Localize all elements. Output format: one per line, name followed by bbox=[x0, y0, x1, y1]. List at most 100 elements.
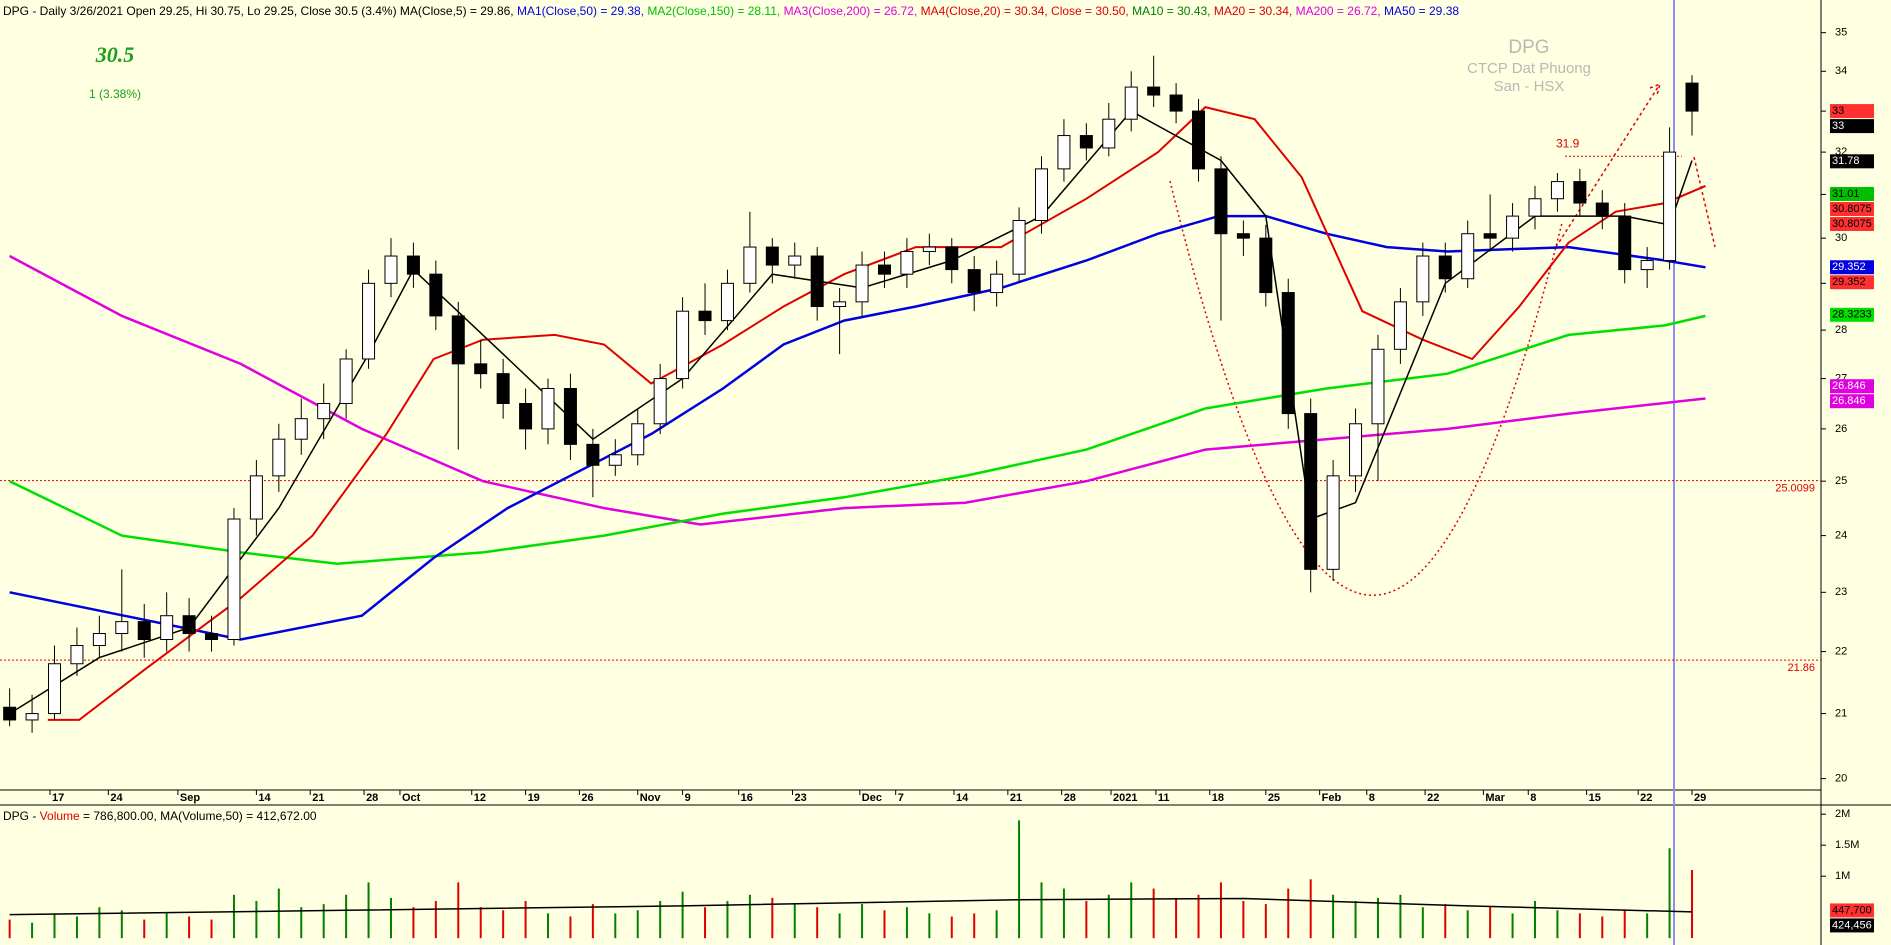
candle-body bbox=[1685, 82, 1699, 112]
candle-body bbox=[115, 621, 129, 635]
pattern-curve bbox=[1169, 180, 1563, 597]
candle-body bbox=[92, 633, 106, 647]
candle-body bbox=[1663, 151, 1677, 262]
x-tick-label: 15 bbox=[1589, 792, 1601, 804]
candle-body bbox=[631, 423, 645, 456]
candle-body bbox=[653, 378, 667, 425]
candle-body bbox=[1618, 215, 1632, 271]
candle-body bbox=[1506, 215, 1520, 239]
axis-badge bbox=[1830, 119, 1874, 134]
x-tick-label: Mar bbox=[1485, 792, 1505, 804]
candle-body bbox=[1371, 348, 1385, 425]
candle-body bbox=[1461, 233, 1475, 280]
axis-badge-label: 447,700 bbox=[1832, 904, 1872, 916]
y-tick-label: 30 bbox=[1835, 232, 1847, 244]
y-tick-label: 23 bbox=[1835, 586, 1847, 598]
candle-body bbox=[294, 418, 308, 440]
candle-body bbox=[1640, 260, 1654, 271]
axis-badge bbox=[1830, 154, 1874, 169]
axis-badge bbox=[1830, 104, 1874, 119]
candle-body bbox=[788, 255, 802, 266]
x-tick-label: 21 bbox=[1010, 792, 1022, 804]
candle-body bbox=[272, 438, 286, 477]
axis-badge bbox=[1830, 379, 1874, 394]
candle-body bbox=[1416, 255, 1430, 303]
x-tick-label: 16 bbox=[741, 792, 753, 804]
ma-line bbox=[9, 214, 1706, 641]
y-tick-label: 35 bbox=[1835, 27, 1847, 39]
ma-line bbox=[9, 254, 1706, 526]
x-tick-label: 11 bbox=[1158, 792, 1170, 804]
x-tick-label: Nov bbox=[640, 792, 662, 804]
candle-body bbox=[1035, 168, 1049, 221]
header-segment: MA10 = 30.43, bbox=[1132, 4, 1214, 18]
x-tick-label: 7 bbox=[898, 792, 904, 804]
candle-body bbox=[451, 315, 465, 365]
axis-badge-label: 33 bbox=[1832, 105, 1844, 117]
x-tick-label: 24 bbox=[110, 792, 123, 804]
x-tick-label: 8 bbox=[1369, 792, 1375, 804]
x-tick-label: Sep bbox=[180, 792, 200, 804]
volume-ma-line bbox=[9, 897, 1693, 916]
candle-body bbox=[70, 645, 84, 665]
y-tick-label: 25 bbox=[1835, 475, 1847, 487]
candle-body bbox=[205, 633, 219, 641]
candle-body bbox=[1304, 413, 1318, 570]
x-tick-label: 19 bbox=[528, 792, 540, 804]
x-tick-label: 18 bbox=[1212, 792, 1224, 804]
candle-body bbox=[1573, 181, 1587, 204]
axis-badge bbox=[1830, 394, 1874, 409]
candle-body bbox=[1326, 475, 1340, 570]
candle-body bbox=[586, 443, 600, 466]
axis-badge-label: 30.8075 bbox=[1832, 203, 1872, 215]
x-tick-label: 17 bbox=[52, 792, 64, 804]
watermark: CTCP Dat Phuong bbox=[1467, 60, 1591, 77]
y-tick-label: 21 bbox=[1835, 707, 1847, 719]
candle-body bbox=[990, 273, 1004, 294]
axis-badge bbox=[1830, 903, 1874, 918]
axis-badge bbox=[1830, 187, 1874, 202]
axis-badge-label: 424,456 bbox=[1832, 919, 1872, 931]
candle-body bbox=[474, 363, 488, 375]
candle-body bbox=[855, 264, 869, 303]
x-tick-label: 14 bbox=[956, 792, 969, 804]
x-tick-label: 2021 bbox=[1113, 792, 1137, 804]
y-tick-label: 28 bbox=[1835, 324, 1847, 336]
candle-body bbox=[496, 373, 510, 405]
axis-badge bbox=[1830, 217, 1874, 232]
candle-body bbox=[1192, 110, 1206, 170]
axis-badge-label: 30.8075 bbox=[1832, 218, 1872, 230]
x-tick-label: 9 bbox=[685, 792, 691, 804]
candle-body bbox=[922, 246, 936, 253]
candle-body bbox=[1393, 301, 1407, 350]
y-tick-label: 26 bbox=[1835, 423, 1847, 435]
candle-body bbox=[1147, 86, 1161, 96]
level-label: 25.0099 bbox=[1775, 483, 1815, 495]
axis-badge bbox=[1830, 202, 1874, 217]
level-label: 21.86 bbox=[1787, 662, 1815, 674]
header-segment: MA200 = 26.72, bbox=[1296, 4, 1384, 18]
candle-body bbox=[967, 269, 981, 294]
header-segment: = 786,800.00, MA(Volume,50) = 412,672.00 bbox=[80, 809, 317, 823]
y-tick-label: 22 bbox=[1835, 645, 1847, 657]
candle-body bbox=[833, 301, 847, 308]
candle-body bbox=[1259, 237, 1273, 294]
x-tick-label: 21 bbox=[312, 792, 324, 804]
candle-body bbox=[339, 358, 353, 405]
last-price: 30.5 bbox=[95, 42, 135, 67]
axis-badge-label: 29.352 bbox=[1832, 276, 1866, 288]
header-segment: DPG - Daily 3/26/2021 Open 29.25, Hi 30.… bbox=[3, 4, 517, 18]
axis-badge-label: 33 bbox=[1832, 120, 1844, 132]
price-header: DPG - Daily 3/26/2021 Open 29.25, Hi 30.… bbox=[3, 4, 1459, 18]
x-tick-label: 8 bbox=[1530, 792, 1536, 804]
candle-body bbox=[1079, 135, 1093, 149]
x-tick-label: Feb bbox=[1322, 792, 1342, 804]
volume-tick-label: 1M bbox=[1835, 870, 1850, 882]
header-segment: MA4(Close,20) = 30.34, bbox=[921, 4, 1051, 18]
candle-body bbox=[1169, 94, 1183, 112]
watermark: San - HSX bbox=[1494, 78, 1565, 95]
candle-body bbox=[1349, 423, 1363, 477]
candle-body bbox=[1057, 135, 1071, 170]
